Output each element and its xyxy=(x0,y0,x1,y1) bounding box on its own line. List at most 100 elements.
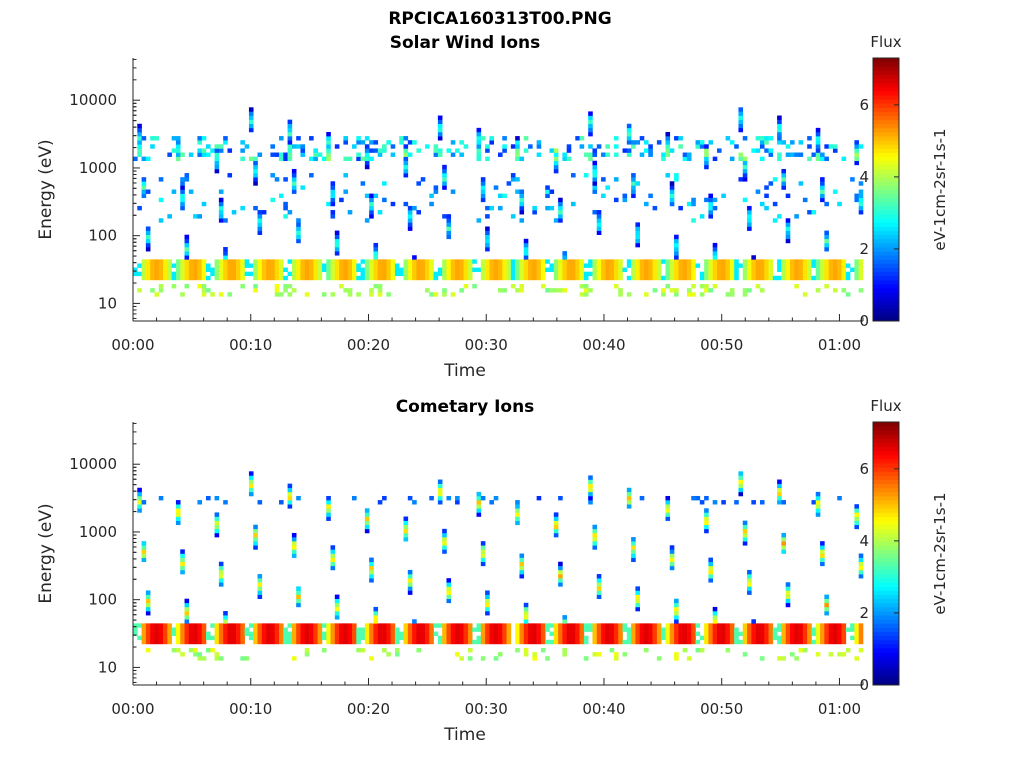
flux-cell xyxy=(442,185,447,190)
flux-cell xyxy=(330,639,336,645)
flux-cell xyxy=(206,263,211,268)
flux-cell xyxy=(180,177,185,182)
flux-cell xyxy=(304,627,310,632)
flux-cell xyxy=(553,528,559,534)
flux-cell xyxy=(811,631,817,636)
flux-cell xyxy=(201,136,207,141)
flux-cell xyxy=(691,292,696,297)
flux-cell xyxy=(467,627,473,632)
flux-cell xyxy=(257,594,263,599)
flux-cell xyxy=(433,185,439,190)
flux-cell xyxy=(583,627,589,632)
flux-cell xyxy=(154,263,160,268)
flux-cell xyxy=(699,144,705,149)
flux-cell xyxy=(815,639,821,645)
flux-cell xyxy=(459,635,464,641)
flux-cell xyxy=(755,284,761,289)
flux-cell xyxy=(360,140,366,145)
flux-cell xyxy=(815,504,821,509)
flux-cell xyxy=(150,144,155,149)
flux-cell xyxy=(596,594,602,599)
flux-cell xyxy=(528,271,533,277)
flux-cell xyxy=(330,631,336,636)
flux-cell xyxy=(506,639,512,645)
flux-cell xyxy=(214,160,220,166)
flux-cell xyxy=(558,582,563,587)
flux-cell xyxy=(450,271,456,277)
flux-cell xyxy=(613,267,619,272)
flux-cell xyxy=(493,639,499,645)
flux-cell xyxy=(519,627,525,632)
flux-cell xyxy=(141,500,147,505)
flux-cell xyxy=(485,263,490,268)
flux-cell xyxy=(429,271,434,277)
flux-cell xyxy=(167,275,172,281)
flux-cell xyxy=(141,623,147,628)
flux-cell xyxy=(755,639,761,645)
flux-cell xyxy=(583,623,589,628)
flux-cell xyxy=(592,528,598,534)
flux-cell xyxy=(502,288,507,293)
flux-cell xyxy=(218,565,224,571)
flux-cell xyxy=(661,259,666,264)
flux-cell xyxy=(287,483,293,489)
flux-cell xyxy=(553,623,559,628)
flux-cell xyxy=(562,627,567,632)
flux-cell xyxy=(523,136,529,141)
colorbar-step xyxy=(873,131,899,137)
flux-cell xyxy=(785,586,791,591)
flux-cell xyxy=(309,259,314,264)
flux-cell xyxy=(528,144,533,149)
flux-cell xyxy=(712,619,718,624)
flux-cell xyxy=(712,251,718,256)
flux-cell xyxy=(356,639,361,645)
flux-cell xyxy=(231,263,237,268)
flux-cell xyxy=(721,193,726,199)
flux-cell xyxy=(446,590,452,595)
flux-cell xyxy=(686,627,692,632)
flux-cell xyxy=(725,271,731,277)
flux-cell xyxy=(618,635,623,641)
flux-cell xyxy=(270,259,275,264)
flux-cell xyxy=(622,652,628,657)
flux-cell xyxy=(214,528,220,534)
flux-cell xyxy=(437,479,443,484)
flux-cell xyxy=(695,495,701,501)
flux-cell xyxy=(798,181,804,186)
flux-cell xyxy=(347,156,353,162)
flux-cell xyxy=(759,288,765,293)
flux-cell xyxy=(571,263,576,268)
colorbar-step xyxy=(873,156,899,162)
flux-cell xyxy=(291,144,297,149)
flux-cell xyxy=(386,263,391,268)
colorbar-step xyxy=(873,582,899,587)
flux-cell xyxy=(669,553,675,558)
flux-cell xyxy=(412,500,417,505)
flux-cell xyxy=(343,259,348,264)
flux-cell xyxy=(180,263,185,268)
flux-cell xyxy=(622,197,628,203)
flux-cell xyxy=(742,173,748,178)
flux-cell xyxy=(270,144,275,149)
flux-cell xyxy=(231,275,237,281)
flux-cell xyxy=(356,263,361,268)
flux-cell xyxy=(837,267,842,272)
flux-cell xyxy=(768,271,774,277)
flux-cell xyxy=(562,156,567,162)
flux-cell xyxy=(137,500,142,505)
flux-cell xyxy=(841,288,847,293)
flux-cell xyxy=(777,152,782,157)
flux-cell xyxy=(605,185,610,190)
flux-cell xyxy=(738,491,744,497)
flux-cell xyxy=(373,259,379,264)
flux-cell xyxy=(631,549,636,554)
flux-cell xyxy=(141,549,147,554)
flux-cell xyxy=(575,263,580,268)
flux-cell xyxy=(536,631,542,636)
flux-cell xyxy=(686,288,692,293)
flux-cell xyxy=(734,500,739,505)
flux-cell xyxy=(841,275,847,281)
flux-cell xyxy=(656,263,662,268)
flux-cell xyxy=(742,635,748,641)
colorbar-step xyxy=(873,553,899,559)
